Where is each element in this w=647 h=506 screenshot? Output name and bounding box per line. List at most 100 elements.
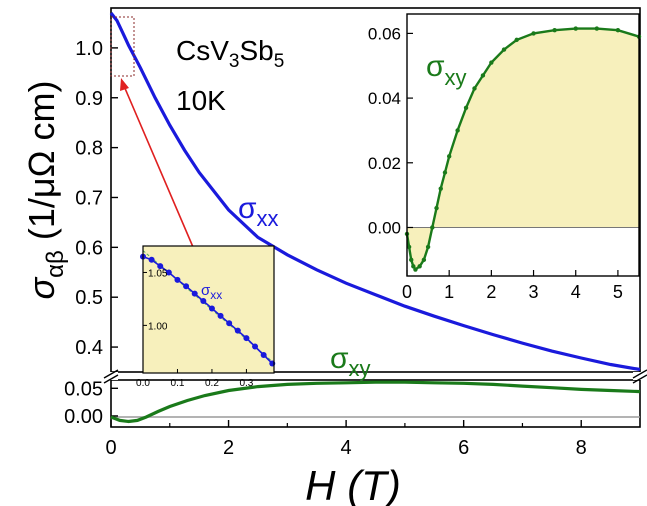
lower-y-axis-ticks: 0.00 0.05	[64, 378, 118, 428]
inset-right-x-tick-label: 1	[444, 282, 454, 302]
compound-annotation: CsV3Sb5	[176, 35, 284, 72]
inset-right-point	[501, 47, 507, 52]
zoom-region-box	[110, 16, 135, 77]
inset-left-point	[183, 283, 190, 290]
inset-right-point	[421, 257, 427, 263]
y-tick-label: 0.7	[75, 187, 103, 209]
inset-right-y-tick-label: 0.02	[368, 154, 401, 173]
inset-right-point	[463, 105, 469, 111]
x-tick-label: 2	[223, 437, 234, 459]
inset-right-point	[430, 225, 435, 230]
x-tick-label: 6	[458, 437, 469, 459]
y-tick-label: 1.0	[75, 38, 103, 60]
inset-left-x-tick-label: 0.2	[205, 378, 219, 389]
sigma-xx-series-line	[109, 12, 641, 372]
inset-left-point	[208, 305, 215, 312]
inset-left-point	[200, 298, 207, 305]
inset-left-x-tick-label: 0.0	[136, 378, 150, 389]
inset-right-point	[573, 26, 578, 31]
y-tick-label: 0.4	[75, 337, 103, 359]
inset-right-point	[552, 27, 557, 33]
inset-right-frame	[406, 13, 640, 277]
inset-left-point	[234, 327, 241, 334]
inset-sigma-xy: 0 1 2 3 4 5 0.00 0.02 0.04 0.06 σxy	[368, 13, 642, 302]
inset-left-point	[174, 276, 181, 283]
x-tick-label: 0	[105, 437, 116, 459]
inset-right-point	[531, 31, 536, 36]
temperature-annotation: 10K	[176, 85, 226, 116]
x-tick-label: 4	[341, 437, 352, 459]
inset-right-x-ticks: 0 1 2 3 4 5	[402, 270, 623, 302]
inset-right-point	[413, 267, 418, 272]
inset-left-point	[217, 312, 224, 319]
inset-right-fill-area	[407, 28, 639, 270]
inset-right-x-tick-label: 2	[486, 282, 496, 302]
inset-left-series-line	[142, 255, 273, 365]
x-axis-label: H (T)	[305, 462, 401, 506]
inset-right-points	[404, 26, 642, 272]
inset-right-point	[472, 86, 477, 91]
x-tick-label: 8	[576, 437, 587, 459]
inset-left-point	[157, 263, 164, 270]
sigma-xy-series-line	[110, 380, 641, 424]
inset-left-point	[260, 352, 267, 359]
break-slash	[632, 374, 647, 384]
sigma-xy-label: σxy	[330, 342, 371, 381]
inset-right-point	[442, 170, 448, 175]
break-slash	[632, 369, 647, 379]
inset-right-point	[455, 128, 460, 133]
inset-right-x-tick-label: 0	[402, 282, 412, 302]
y-tick-label: 0.6	[75, 237, 103, 259]
break-gap	[633, 372, 647, 380]
upper-panel-frame	[110, 7, 641, 373]
inset-left-y-tick-label: 1.00	[148, 321, 168, 332]
inset-left-x-tick-label: 0.3	[239, 378, 253, 389]
inset-right-x-tick-label: 4	[571, 282, 581, 302]
y-tick-label: 0.9	[75, 88, 103, 110]
y-tick-label: 0.5	[75, 287, 103, 309]
inset-right-point	[514, 37, 519, 43]
inset-left-y-ticks: 1.00 1.05	[143, 268, 168, 332]
inset-right-label: σxy	[426, 50, 467, 90]
inset-left-point	[226, 320, 233, 327]
inset-right-point	[425, 244, 431, 250]
upper-y-axis-ticks: 0.4 0.5 0.6 0.7 0.8 0.9 1.0	[75, 38, 118, 359]
inset-left-bg	[143, 246, 274, 373]
inset-right-point	[434, 205, 439, 211]
inset-right-point	[438, 186, 443, 191]
inset-left-points	[140, 253, 276, 367]
inset-right-y-tick-label: 0.00	[368, 218, 401, 237]
y-tick-label: 0.05	[64, 378, 103, 400]
y-tick-label: 0.8	[75, 138, 103, 160]
inset-right-point	[480, 73, 486, 78]
inset-right-x-tick-label: 3	[529, 282, 539, 302]
inset-left-point	[165, 269, 172, 276]
inset-right-y-tick-label: 0.04	[368, 89, 401, 108]
inset-right-point	[417, 264, 422, 269]
inset-left-point	[191, 290, 198, 297]
inset-left-point	[252, 343, 259, 350]
inset-left-y-tick-label: 1.05	[148, 268, 168, 279]
inset-left-point	[148, 256, 155, 263]
inset-right-point	[615, 27, 621, 33]
inset-left-x-tick-label: 0.1	[171, 378, 185, 389]
x-axis-ticks: 0 2 4 6 8	[105, 420, 587, 459]
inset-right-y-ticks: 0.00 0.02 0.04 0.06	[368, 24, 413, 237]
inset-left-point	[243, 335, 250, 342]
break-slash	[103, 369, 119, 379]
inset-left-x-ticks: 0.0 0.1 0.2 0.3	[136, 369, 254, 389]
zoom-arrow	[123, 85, 194, 248]
zoom-arrow-head	[120, 78, 129, 91]
inset-right-point	[446, 154, 452, 159]
break-gap	[104, 372, 118, 380]
inset-right-y-tick-label: 0.06	[368, 24, 401, 43]
axis-break	[103, 369, 647, 384]
sigma-xx-label: σxx	[238, 192, 279, 231]
y-axis-label: σαβ (1/μΩ cm)	[21, 80, 69, 299]
inset-right-point	[411, 264, 416, 269]
inset-left-frame	[142, 245, 275, 374]
break-slash	[103, 374, 119, 384]
inset-right-point	[406, 244, 412, 250]
